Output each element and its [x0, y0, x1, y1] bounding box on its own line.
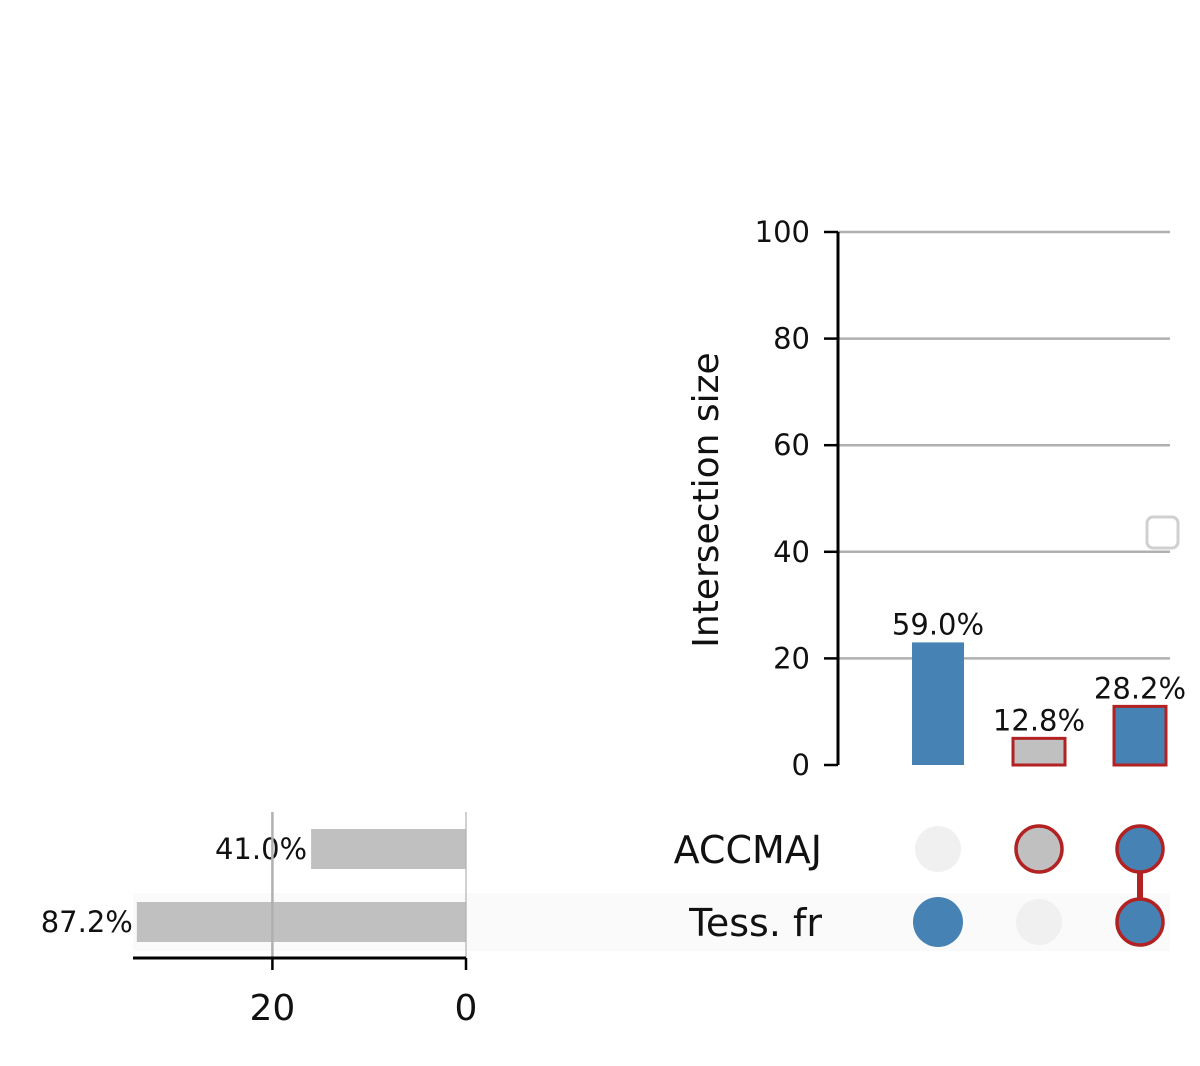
set-name-label: Tess. fr — [688, 901, 822, 945]
intersection-bars — [912, 642, 1168, 767]
set-size-tick-label: 20 — [249, 988, 295, 1029]
legend-box — [1145, 515, 1180, 550]
set-size-label: 41.0% — [215, 832, 307, 866]
y-tick-label: 60 — [773, 428, 810, 462]
y-tick-label: 20 — [773, 641, 810, 675]
set-name-label: ACCMAJ — [674, 828, 822, 872]
intersection-bar-label: 12.8% — [993, 703, 1085, 737]
matrix-dot-inactive — [915, 826, 961, 872]
y-axis-title: Intersection size — [686, 352, 727, 647]
set-size-bars: 41.0% 87.2% — [41, 829, 467, 942]
y-tick-label: 80 — [773, 322, 810, 356]
intersection-matrix — [913, 824, 1165, 947]
intersection-bar-label: 28.2% — [1094, 671, 1186, 705]
matrix-dot-active — [1014, 824, 1064, 874]
matrix-dot-inactive — [1016, 899, 1062, 945]
matrix-dot-active — [1115, 824, 1165, 874]
intersection-bar-label: 59.0% — [892, 607, 984, 641]
intersection-bar-labels: 59.0% 12.8% 28.2% — [892, 607, 1186, 737]
set-size-axis: 20 0 — [133, 812, 477, 1029]
intersection-y-axis: 0 20 40 60 80 100 — [755, 215, 840, 782]
intersection-bar — [1112, 704, 1168, 767]
set-size-bar — [136, 902, 467, 942]
matrix-dot-active — [1115, 897, 1165, 947]
intersection-bar — [912, 642, 964, 765]
y-tick-label: 40 — [773, 535, 810, 569]
intersection-bar — [1011, 736, 1067, 767]
legend-frame — [1145, 515, 1180, 550]
set-size-bar — [311, 829, 466, 869]
set-size-tick-label: 0 — [455, 988, 478, 1029]
set-name-labels: ACCMAJ Tess. fr — [674, 828, 823, 945]
set-size-label: 87.2% — [41, 905, 133, 939]
intersection-gridlines — [838, 230, 1170, 660]
y-tick-label: 0 — [792, 748, 810, 782]
y-tick-label: 100 — [755, 215, 810, 249]
matrix-dot-active — [913, 897, 963, 947]
